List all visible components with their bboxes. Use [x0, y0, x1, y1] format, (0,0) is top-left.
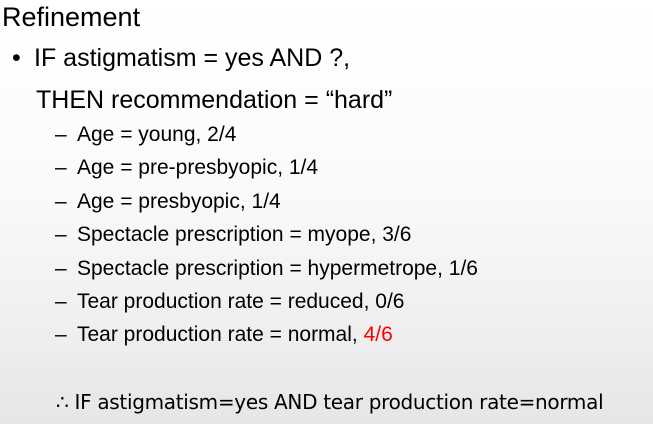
sub-item-text: Spectacle prescription = hypermetrope, 1…	[77, 256, 478, 280]
dash-marker: –	[55, 156, 67, 180]
bullet-item: • IF astigmatism = yes AND ?,	[12, 42, 350, 74]
sub-item-text: Age = young, 2/4	[77, 123, 237, 146]
sub-item: – Age = young, 2/4	[55, 118, 478, 151]
dash-marker: –	[55, 123, 67, 146]
dash-marker: –	[55, 256, 67, 280]
sub-item-list: – Age = young, 2/4 – Age = pre-presbyopic,…	[55, 118, 478, 352]
sub-item-text: Age = presbyopic, 1/4	[77, 189, 281, 213]
sub-item: – Spectacle prescription = myope, 3/6	[55, 218, 478, 251]
sub-item: – Tear production rate = normal, 4/6	[55, 318, 478, 351]
bullet-text-line-2: THEN recommendation = “hard”	[36, 86, 393, 114]
conclusion-text: ∴ IF astigmatism=yes AND tear production…	[56, 390, 604, 414]
dash-marker: –	[55, 289, 67, 313]
sub-item-text: Tear production rate = reduced, 0/6	[77, 289, 405, 313]
bullet-text-line-1: IF astigmatism = yes AND ?,	[34, 44, 351, 72]
sub-item: – Age = pre-presbyopic, 1/4	[55, 151, 478, 184]
sub-item: – Tear production rate = reduced, 0/6	[55, 285, 478, 318]
sub-item: – Spectacle prescription = hypermetrope, …	[55, 252, 478, 285]
dash-marker: –	[55, 323, 67, 347]
sub-item-highlight: 4/6	[363, 323, 393, 347]
sub-item-text: Spectacle prescription = myope, 3/6	[77, 223, 412, 247]
sub-item: – Age = presbyopic, 1/4	[55, 185, 478, 218]
bullet-marker: •	[12, 44, 21, 72]
slide-title: Refinement	[2, 2, 141, 32]
dash-marker: –	[55, 189, 67, 213]
sub-item-text: Age = pre-presbyopic, 1/4	[77, 156, 319, 180]
dash-marker: –	[55, 223, 67, 247]
sub-item-text: Tear production rate = normal,	[77, 323, 364, 347]
